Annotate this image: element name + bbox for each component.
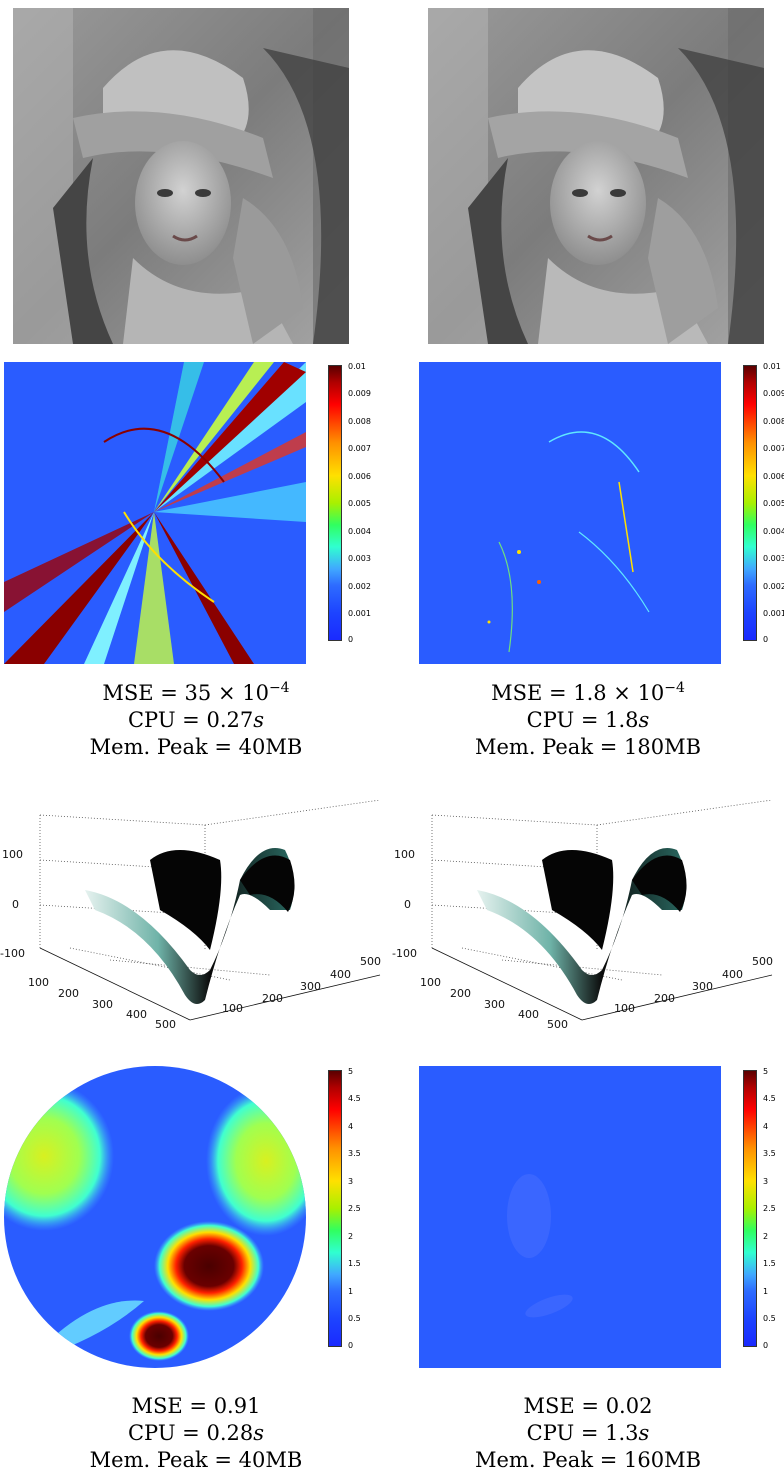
y-tick: 100	[222, 1002, 243, 1015]
colorbar-tick: 3.5	[348, 1149, 361, 1158]
mse-value: MSE = 0.02	[523, 1394, 653, 1418]
surface-error-heatmap-left	[4, 1066, 306, 1368]
colorbar-tick: 0.5	[348, 1314, 361, 1323]
colorbar-tick: 4	[763, 1122, 769, 1131]
z-tick: 0	[12, 898, 19, 911]
mse-value: MSE = 0.91	[131, 1394, 261, 1418]
colorbar-tick: 0.004	[763, 527, 784, 536]
colorbar-surface-right	[743, 1070, 757, 1347]
colorbar-tick: 0.007	[763, 444, 784, 453]
z-tick: 0	[404, 898, 411, 911]
x-tick: 300	[92, 998, 113, 1011]
caption-top-left: MSE = 35 × 10−4 CPU = 0.27s Mem. Peak = …	[0, 675, 392, 761]
surface-error-heatmap-right	[419, 1066, 721, 1368]
y-tick: 300	[692, 980, 713, 993]
colorbar-tick: 1.5	[763, 1259, 776, 1268]
colorbar-tick: 5	[763, 1067, 769, 1076]
x-tick: 300	[484, 998, 505, 1011]
colorbar-tick: 3	[348, 1177, 354, 1186]
colorbar-tick: 0.007	[348, 444, 371, 453]
colorbar-tick: 0.006	[348, 472, 371, 481]
surface-plot-left: 100 0 -100 100 200 300 400 500 100 200 3…	[0, 799, 392, 1031]
colorbar-tick: 0.005	[348, 499, 371, 508]
cpu-value: CPU = 0.28s	[127, 1421, 264, 1445]
colorbar-tick: 0	[763, 1341, 769, 1350]
reconstructed-photo-left	[13, 8, 349, 344]
colorbar-tick: 1.5	[348, 1259, 361, 1268]
memory-peak: Mem. Peak = 160MB	[474, 1448, 702, 1472]
y-tick: 300	[300, 980, 321, 993]
z-tick: 100	[394, 848, 415, 861]
x-tick: 100	[420, 976, 441, 989]
y-tick: 500	[752, 955, 773, 968]
x-tick: 500	[155, 1018, 176, 1030]
colorbar-tick: 0	[348, 1341, 354, 1350]
colorbar-tick: 2	[763, 1232, 769, 1241]
memory-peak: Mem. Peak = 40MB	[89, 735, 303, 759]
caption-bottom-left: MSE = 0.91 CPU = 0.28s Mem. Peak = 40MB	[0, 1393, 392, 1474]
colorbar-tick: 5	[348, 1067, 354, 1076]
colorbar-tick: 2.5	[763, 1204, 776, 1213]
colorbar-tick: 0.008	[763, 417, 784, 426]
y-tick: 100	[614, 1002, 635, 1015]
y-tick: 200	[262, 992, 283, 1005]
x-tick: 400	[126, 1008, 147, 1021]
mse-value: MSE = 1.8 × 10−4	[491, 680, 685, 705]
colorbar-tick: 0	[763, 635, 769, 644]
caption-top-right: MSE = 1.8 × 10−4 CPU = 1.8s Mem. Peak = …	[392, 675, 784, 761]
cpu-value: CPU = 1.3s	[526, 1421, 650, 1445]
colorbar-tick: 0	[348, 635, 354, 644]
colorbar-tick: 0.5	[763, 1314, 776, 1323]
colorbar-tick: 2	[348, 1232, 354, 1241]
y-tick: 400	[722, 968, 743, 981]
colorbar-tick: 0.005	[763, 499, 784, 508]
colorbar-tick: 0.003	[348, 554, 371, 563]
colorbar-tick: 4	[348, 1122, 354, 1131]
colorbar-tick: 0.008	[348, 417, 371, 426]
colorbar-tick: 3.5	[763, 1149, 776, 1158]
colorbar-tick: 0.002	[348, 582, 371, 591]
memory-peak: Mem. Peak = 180MB	[474, 735, 702, 759]
error-heatmap-right	[419, 362, 721, 664]
reconstructed-photo-right	[428, 8, 764, 344]
x-tick: 200	[450, 987, 471, 1000]
z-tick: -100	[392, 947, 417, 960]
cpu-value: CPU = 1.8s	[526, 708, 650, 732]
colorbar-tick: 4.5	[348, 1094, 361, 1103]
colorbar-tick: 0.003	[763, 554, 784, 563]
cpu-value: CPU = 0.27s	[127, 708, 264, 732]
colorbar-tick: 1	[763, 1287, 769, 1296]
x-tick: 200	[58, 987, 79, 1000]
z-tick: 100	[2, 848, 23, 861]
memory-peak: Mem. Peak = 40MB	[89, 1448, 303, 1472]
x-tick: 100	[28, 976, 49, 989]
error-heatmap-left	[4, 362, 306, 664]
colorbar-error-right	[743, 365, 757, 641]
colorbar-tick: 2.5	[348, 1204, 361, 1213]
caption-bottom-right: MSE = 0.02 CPU = 1.3s Mem. Peak = 160MB	[392, 1393, 784, 1474]
mse-value: MSE = 35 × 10−4	[102, 680, 290, 705]
y-tick: 400	[330, 968, 351, 981]
x-tick: 500	[547, 1018, 568, 1030]
y-tick: 500	[360, 955, 381, 968]
colorbar-tick: 0.01	[763, 362, 781, 371]
colorbar-tick: 1	[348, 1287, 354, 1296]
x-tick: 400	[518, 1008, 539, 1021]
colorbar-tick: 0.004	[348, 527, 371, 536]
colorbar-tick: 0.001	[348, 609, 371, 618]
z-tick: -100	[0, 947, 25, 960]
colorbar-tick: 3	[763, 1177, 769, 1186]
surface-plot-right: 100 0 -100 100 200 300 400 500 100 200 3…	[392, 799, 784, 1031]
colorbar-tick: 4.5	[763, 1094, 776, 1103]
colorbar-surface-left	[328, 1070, 342, 1347]
colorbar-tick: 0.006	[763, 472, 784, 481]
colorbar-tick: 0.01	[348, 362, 366, 371]
y-tick: 200	[654, 992, 675, 1005]
colorbar-error-left	[328, 365, 342, 641]
colorbar-tick: 0.009	[763, 389, 784, 398]
colorbar-tick: 0.009	[348, 389, 371, 398]
colorbar-tick: 0.002	[763, 582, 784, 591]
colorbar-tick: 0.001	[763, 609, 784, 618]
